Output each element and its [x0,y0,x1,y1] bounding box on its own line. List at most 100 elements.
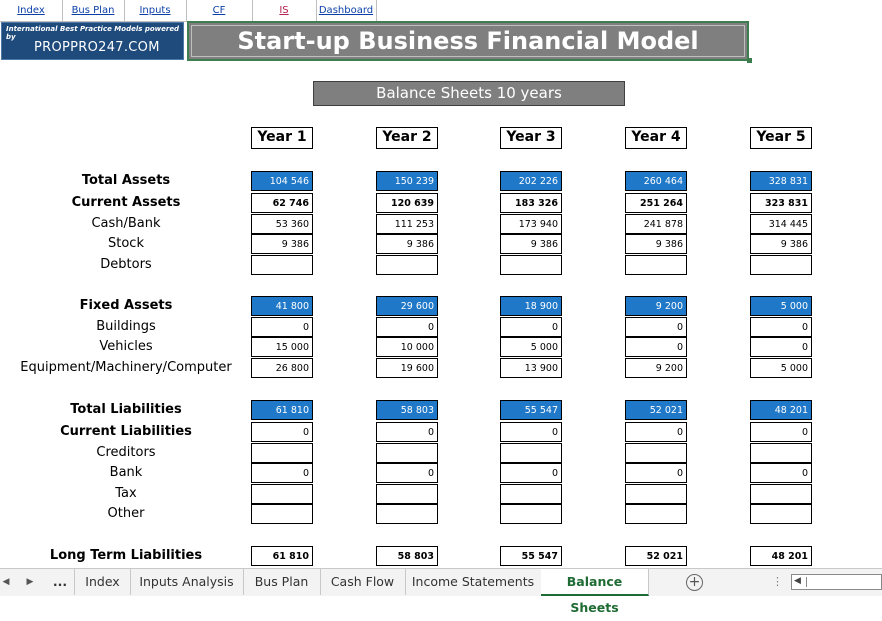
tab-index[interactable]: Index [75,569,131,595]
value-cell[interactable]: 55 547 [500,546,562,566]
tab-more[interactable]: ... [46,569,75,595]
scroll-right-icon[interactable]: ▶ [26,577,34,587]
value-cell[interactable]: 0 [750,422,812,442]
value-cell[interactable]: 58 803 [376,546,438,566]
value-cell[interactable] [251,484,313,504]
value-cell[interactable]: 41 800 [251,296,313,316]
value-cell[interactable] [625,443,687,463]
value-cell[interactable] [500,484,562,504]
value-cell[interactable]: 0 [500,317,562,337]
value-cell[interactable]: 183 326 [500,193,562,213]
value-cell[interactable]: 0 [625,317,687,337]
value-cell[interactable]: 9 386 [376,234,438,254]
value-cell[interactable] [376,443,438,463]
horizontal-scrollbar[interactable]: ◀ [791,574,882,590]
value-cell[interactable]: 0 [251,463,313,483]
value-cell[interactable]: 26 800 [251,358,313,378]
value-cell[interactable]: 0 [625,463,687,483]
add-sheet-icon[interactable]: + [686,574,703,591]
value-cell[interactable] [500,255,562,275]
value-cell[interactable]: 111 253 [376,214,438,234]
value-cell[interactable]: 150 239 [376,171,438,191]
value-cell[interactable]: 29 600 [376,296,438,316]
value-cell[interactable] [251,443,313,463]
selection-handle[interactable] [747,58,752,63]
value-cell[interactable]: 62 746 [251,193,313,213]
nav-link-bus-plan[interactable]: Bus Plan [62,0,125,22]
scroll-left-icon[interactable]: ◀ [2,577,10,587]
tab-income-statements[interactable]: Income Statements [405,569,542,595]
value-cell[interactable]: 323 831 [750,193,812,213]
value-cell[interactable]: 0 [376,317,438,337]
nav-link-is[interactable]: IS [252,0,317,22]
tab-bus-plan[interactable]: Bus Plan [243,569,321,595]
value-cell[interactable] [750,255,812,275]
scroll-left-arrow-icon[interactable]: ◀ [794,576,801,586]
value-cell[interactable]: 0 [750,317,812,337]
value-cell[interactable] [251,504,313,524]
value-cell[interactable]: 328 831 [750,171,812,191]
value-cell[interactable]: 260 464 [625,171,687,191]
value-cell[interactable]: 52 021 [625,546,687,566]
value-cell[interactable]: 173 940 [500,214,562,234]
brand-logo[interactable]: International Best Practice Models power… [1,22,184,60]
value-cell[interactable]: 120 639 [376,193,438,213]
nav-link-dashboard[interactable]: Dashboard [316,0,377,22]
tab-balance-sheets[interactable]: Balance Sheets [541,569,649,615]
tab-inputs-analysis[interactable]: Inputs Analysis [130,569,244,595]
value-cell[interactable]: 0 [500,463,562,483]
value-cell[interactable]: 0 [251,422,313,442]
value-cell[interactable] [376,484,438,504]
value-cell[interactable]: 9 200 [625,296,687,316]
tab-cash-flow[interactable]: Cash Flow [320,569,406,595]
value-cell[interactable]: 48 201 [750,546,812,566]
value-cell[interactable]: 9 386 [251,234,313,254]
value-cell[interactable]: 0 [376,463,438,483]
value-cell[interactable]: 52 021 [625,400,687,420]
value-cell[interactable]: 314 445 [750,214,812,234]
value-cell[interactable]: 61 810 [251,546,313,566]
value-cell[interactable]: 48 201 [750,400,812,420]
value-cell[interactable]: 0 [750,463,812,483]
value-cell[interactable]: 251 264 [625,193,687,213]
value-cell[interactable] [625,484,687,504]
value-cell[interactable]: 0 [251,317,313,337]
value-cell[interactable] [750,443,812,463]
value-cell[interactable]: 18 900 [500,296,562,316]
value-cell[interactable]: 5 000 [750,358,812,378]
value-cell[interactable]: 0 [376,422,438,442]
value-cell[interactable]: 0 [625,337,687,357]
value-cell[interactable]: 61 810 [251,400,313,420]
value-cell[interactable]: 9 200 [625,358,687,378]
value-cell[interactable]: 53 360 [251,214,313,234]
value-cell[interactable]: 0 [750,337,812,357]
value-cell[interactable]: 0 [625,422,687,442]
value-cell[interactable]: 9 386 [750,234,812,254]
more-options-icon[interactable]: ⋮ [772,575,783,588]
value-cell[interactable]: 10 000 [376,337,438,357]
value-cell[interactable] [750,504,812,524]
nav-link-cf[interactable]: CF [186,0,253,22]
value-cell[interactable]: 5 000 [750,296,812,316]
value-cell[interactable]: 0 [500,422,562,442]
value-cell[interactable]: 104 546 [251,171,313,191]
value-cell[interactable] [625,255,687,275]
value-cell[interactable] [500,443,562,463]
value-cell[interactable]: 9 386 [625,234,687,254]
value-cell[interactable]: 58 803 [376,400,438,420]
value-cell[interactable]: 9 386 [500,234,562,254]
nav-link-index[interactable]: Index [0,0,63,22]
value-cell[interactable]: 55 547 [500,400,562,420]
value-cell[interactable]: 202 226 [500,171,562,191]
scroll-thumb[interactable] [806,577,813,587]
value-cell[interactable] [750,484,812,504]
value-cell[interactable] [376,504,438,524]
value-cell[interactable] [376,255,438,275]
value-cell[interactable] [500,504,562,524]
nav-link-inputs[interactable]: Inputs [124,0,187,22]
value-cell[interactable]: 15 000 [251,337,313,357]
value-cell[interactable] [625,504,687,524]
value-cell[interactable]: 241 878 [625,214,687,234]
value-cell[interactable]: 13 900 [500,358,562,378]
value-cell[interactable]: 19 600 [376,358,438,378]
